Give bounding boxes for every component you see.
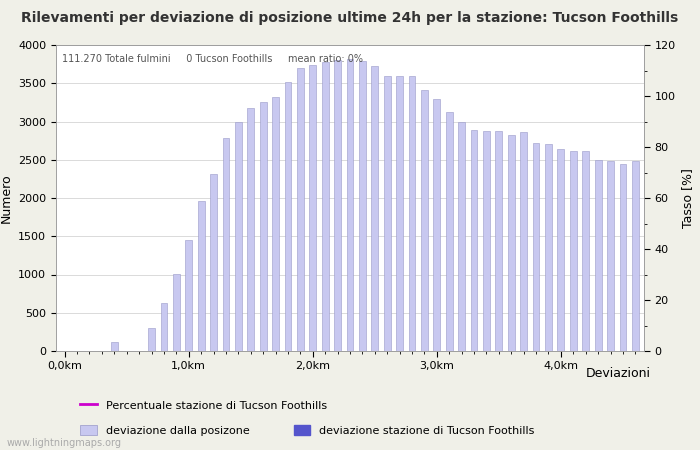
- Bar: [210, 174, 217, 351]
- Bar: [186, 240, 192, 351]
- Bar: [359, 61, 366, 351]
- Bar: [570, 151, 577, 351]
- Text: Rilevamenti per deviazione di posizione ultime 24h per la stazione: Tucson Footh: Rilevamenti per deviazione di posizione …: [22, 11, 678, 25]
- Bar: [247, 108, 254, 351]
- Text: www.lightningmaps.org: www.lightningmaps.org: [7, 438, 122, 448]
- Text: Deviazioni: Deviazioni: [586, 367, 651, 380]
- Bar: [372, 66, 378, 351]
- Bar: [409, 76, 415, 351]
- Bar: [421, 90, 428, 351]
- Bar: [173, 274, 180, 351]
- Bar: [496, 131, 503, 351]
- Bar: [632, 161, 638, 351]
- Bar: [520, 132, 527, 351]
- Bar: [297, 68, 304, 351]
- Bar: [309, 65, 316, 351]
- Y-axis label: Numero: Numero: [0, 173, 13, 223]
- Bar: [285, 82, 291, 351]
- Bar: [607, 161, 614, 351]
- Y-axis label: Tasso [%]: Tasso [%]: [681, 168, 694, 228]
- Bar: [235, 122, 241, 351]
- Bar: [148, 328, 155, 351]
- Text: 111.270 Totale fulmini     0 Tucson Foothills     mean ratio: 0%: 111.270 Totale fulmini 0 Tucson Foothill…: [62, 54, 363, 64]
- Bar: [223, 138, 230, 351]
- Bar: [470, 130, 477, 351]
- Bar: [446, 112, 453, 351]
- Bar: [272, 97, 279, 351]
- Bar: [620, 164, 626, 351]
- Bar: [322, 62, 328, 351]
- Bar: [384, 76, 391, 351]
- Bar: [458, 122, 465, 351]
- Legend: deviazione dalla posizone, deviazione stazione di Tucson Foothills: deviazione dalla posizone, deviazione st…: [76, 420, 539, 440]
- Bar: [396, 76, 403, 351]
- Bar: [582, 151, 589, 351]
- Bar: [111, 342, 118, 351]
- Bar: [595, 160, 601, 351]
- Bar: [160, 303, 167, 351]
- Legend: Percentuale stazione di Tucson Foothills: Percentuale stazione di Tucson Foothills: [76, 396, 331, 415]
- Bar: [545, 144, 552, 351]
- Bar: [433, 99, 440, 351]
- Bar: [260, 103, 267, 351]
- Bar: [334, 59, 341, 351]
- Bar: [197, 201, 204, 351]
- Bar: [508, 135, 514, 351]
- Bar: [346, 59, 354, 351]
- Bar: [483, 131, 490, 351]
- Bar: [557, 149, 564, 351]
- Bar: [533, 143, 540, 351]
